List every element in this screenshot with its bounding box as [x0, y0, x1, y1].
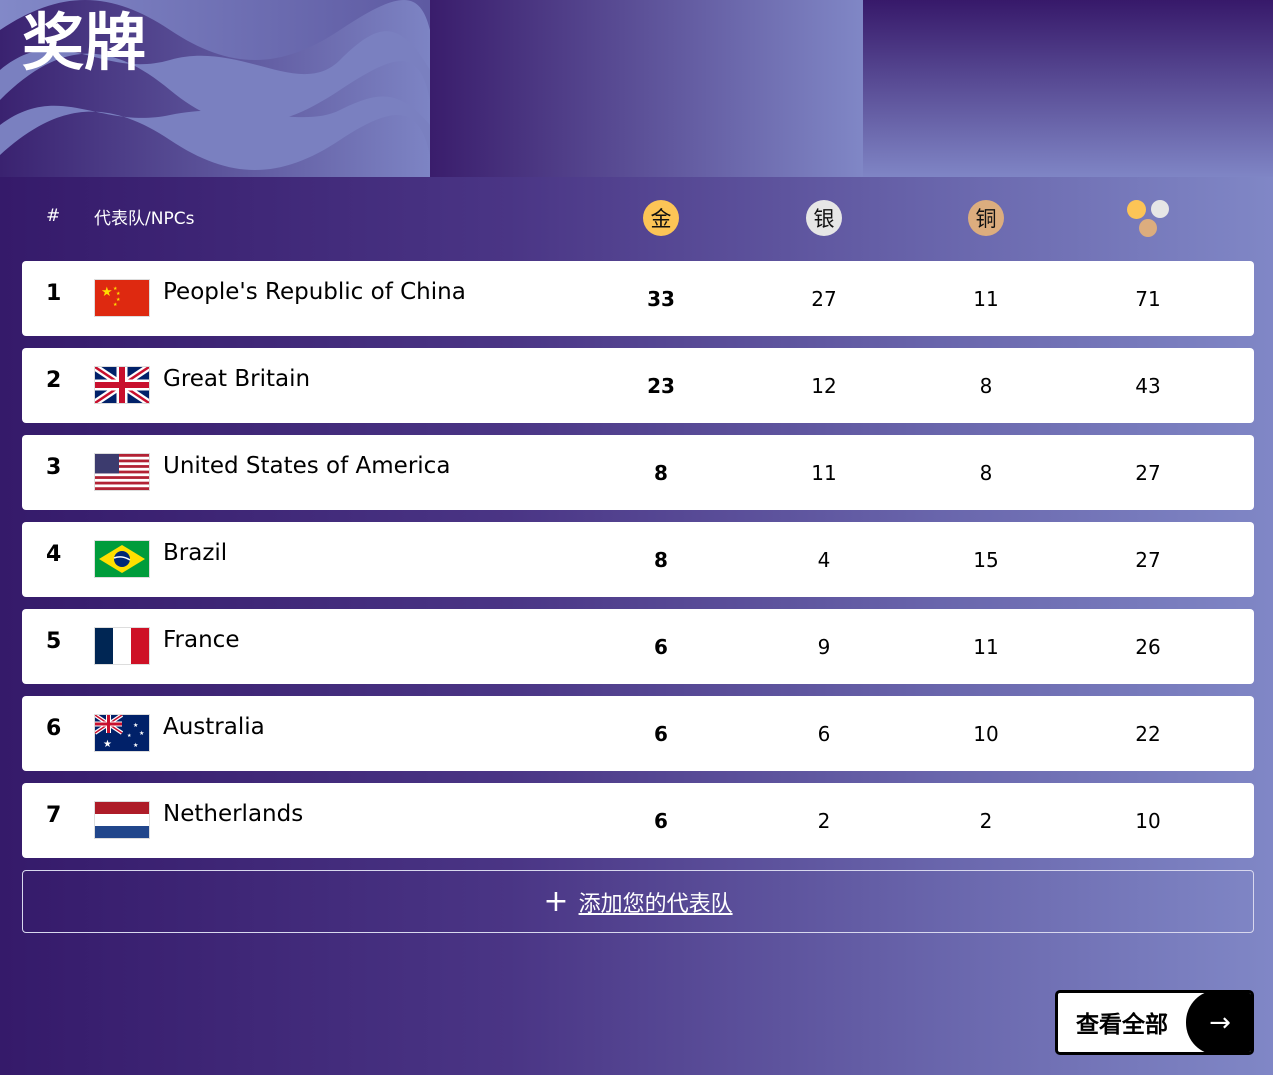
wave-pattern [0, 0, 430, 170]
flag-netherlands-icon [95, 802, 149, 838]
table-row[interactable]: 5 France 6 9 11 26 [22, 609, 1254, 684]
flag-china-icon: ★ ★★★★ [95, 280, 149, 316]
medals-total-icon [1127, 200, 1171, 238]
total-count: 27 [1135, 548, 1161, 572]
table-row[interactable]: 6 ★ ★ ★ ★ ★ Australia 6 6 10 22 [22, 696, 1254, 771]
silver-count: 27 [811, 287, 837, 311]
add-team-button[interactable]: + 添加您的代表队 [22, 870, 1254, 933]
flag-brazil-icon [95, 541, 149, 577]
flag-usa-icon [95, 454, 149, 490]
bronze-count: 11 [973, 287, 999, 311]
gold-count: 23 [647, 374, 675, 398]
total-count: 10 [1135, 809, 1161, 833]
gold-count: 8 [654, 461, 668, 485]
bronze-count: 11 [973, 635, 999, 659]
silver-count: 9 [817, 635, 831, 659]
total-count: 43 [1135, 374, 1161, 398]
hero-banner: 奖牌 [0, 0, 1273, 177]
total-count: 71 [1135, 287, 1161, 311]
svg-text:★: ★ [127, 733, 132, 739]
page-title: 奖牌 [22, 6, 147, 79]
view-all-button[interactable]: 查看全部 → [1055, 990, 1254, 1055]
rank: 1 [46, 281, 62, 306]
bronze-medal-icon: 铜 [968, 200, 1004, 236]
plus-icon: + [543, 883, 569, 919]
gold-medal-icon: 金 [643, 200, 679, 236]
table-row[interactable]: 2 Great Britain 23 12 8 43 [22, 348, 1254, 423]
rank: 3 [46, 455, 62, 480]
team-name[interactable]: United States of America [163, 453, 451, 479]
team-header: 代表队/NPCs [94, 209, 195, 229]
svg-text:★: ★ [139, 730, 144, 737]
svg-text:★: ★ [103, 739, 112, 750]
table-row[interactable]: 3 United States of America 8 11 8 27 [22, 435, 1254, 510]
svg-text:★: ★ [101, 285, 113, 300]
rank: 7 [46, 803, 62, 828]
bronze-count: 15 [973, 548, 999, 572]
gold-count: 33 [647, 287, 675, 311]
gradient-panel [863, 0, 1273, 177]
rank-header: # [46, 206, 61, 226]
flag-great-britain-icon [95, 367, 149, 403]
table-row[interactable]: 7 Netherlands 6 2 2 10 [22, 783, 1254, 858]
team-name[interactable]: Brazil [163, 540, 228, 566]
bronze-count: 10 [973, 722, 999, 746]
table-header: # 代表队/NPCs 金 银 铜 [0, 200, 1273, 240]
gold-count: 6 [654, 722, 668, 746]
gold-count: 8 [654, 548, 668, 572]
rank: 4 [46, 542, 62, 567]
silver-count: 4 [817, 548, 831, 572]
team-name[interactable]: Australia [163, 714, 265, 740]
rank: 5 [46, 629, 62, 654]
bronze-count: 2 [979, 809, 993, 833]
silver-medal-icon: 银 [806, 200, 842, 236]
bronze-count: 8 [979, 374, 993, 398]
rank: 6 [46, 716, 62, 741]
bronze-count: 8 [979, 461, 993, 485]
arrow-right-icon: → [1186, 993, 1251, 1052]
silver-count: 2 [817, 809, 831, 833]
svg-text:★: ★ [113, 286, 118, 292]
svg-text:★: ★ [133, 722, 138, 729]
total-count: 26 [1135, 635, 1161, 659]
team-name[interactable]: Great Britain [163, 366, 311, 392]
table-row[interactable]: 4 Brazil 8 4 15 27 [22, 522, 1254, 597]
svg-text:★: ★ [116, 291, 121, 297]
table-row[interactable]: 1 ★ ★ ★ ★ ★ People's Republic of China 33 27… [22, 261, 1254, 336]
view-all-label: 查看全部 [1076, 1012, 1168, 1038]
gold-count: 6 [654, 809, 668, 833]
silver-count: 12 [811, 374, 837, 398]
svg-text:★: ★ [116, 297, 121, 303]
gold-count: 6 [654, 635, 668, 659]
svg-text:★: ★ [113, 302, 118, 308]
wave-panel [0, 0, 430, 177]
team-name[interactable]: People's Republic of China [163, 279, 466, 305]
team-name[interactable]: France [163, 627, 240, 653]
flag-australia-icon: ★★★★★ [95, 715, 149, 751]
total-count: 22 [1135, 722, 1161, 746]
total-count: 27 [1135, 461, 1161, 485]
rank: 2 [46, 368, 62, 393]
add-team-label: 添加您的代表队 [578, 891, 733, 917]
silver-count: 11 [811, 461, 837, 485]
gradient-panel [430, 0, 863, 177]
svg-text:★: ★ [133, 742, 138, 749]
team-name[interactable]: Netherlands [163, 801, 304, 827]
silver-count: 6 [817, 722, 831, 746]
flag-france-icon [95, 628, 149, 664]
